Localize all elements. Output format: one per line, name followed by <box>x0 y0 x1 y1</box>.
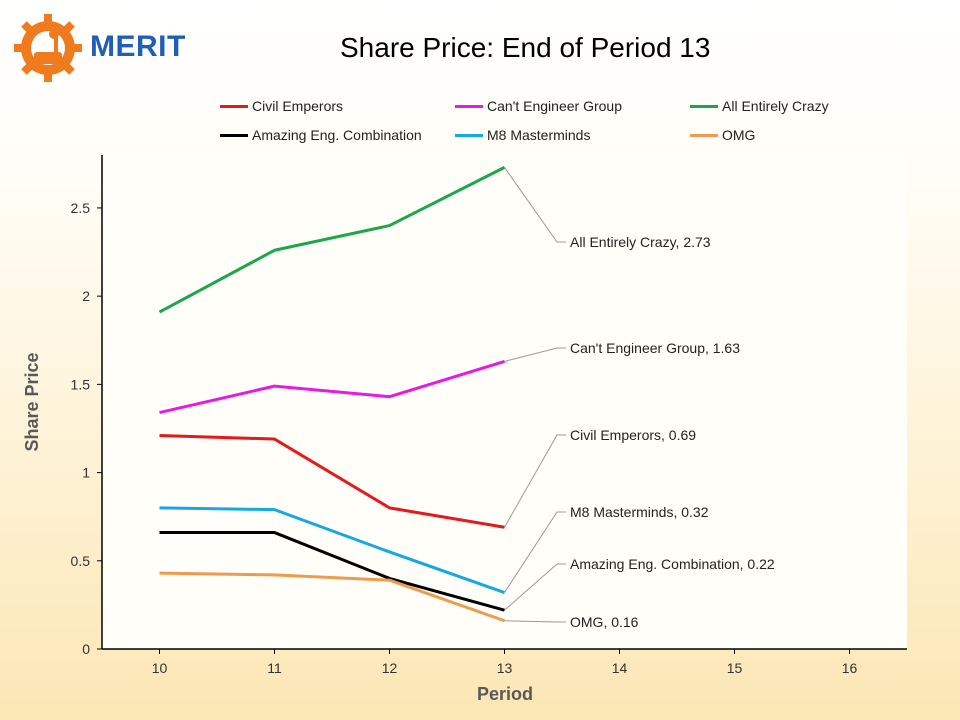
axis-ticks: 0 0.5 1 1.5 2 2.5 10 11 12 13 14 15 16 <box>71 200 858 676</box>
chart-legend: Civil Emperors Can't Engineer Group All … <box>220 95 920 150</box>
series-line-can-t-engineer-group <box>159 359 505 415</box>
legend-item-m8-masterminds: M8 Masterminds <box>455 127 590 143</box>
legend-label: Can't Engineer Group <box>487 98 622 114</box>
legend-label: Civil Emperors <box>252 98 344 114</box>
series-lines <box>158 166 506 623</box>
y-tick-label: 1 <box>82 465 90 481</box>
x-tick-label: 10 <box>152 660 168 676</box>
leader-line-all-entirely-crazy <box>504 167 566 243</box>
x-tick-label: 13 <box>497 660 513 676</box>
brand-name: MERIT <box>90 30 186 63</box>
legend-swatch <box>690 104 718 108</box>
legend-item-cant-engineer-group: Can't Engineer Group <box>455 98 622 114</box>
data-label-m8-masterminds: M8 Masterminds, 0.32 <box>570 504 709 520</box>
gear-icon <box>14 14 82 82</box>
y-tick-label: 1.5 <box>71 376 91 392</box>
legend-item-amazing-eng-combination: Amazing Eng. Combination <box>220 127 422 143</box>
data-label-civil-emperors: Civil Emperors, 0.69 <box>570 427 696 443</box>
legend-swatch <box>455 104 483 108</box>
plot-area <box>102 155 907 649</box>
y-tick-label: 0.5 <box>71 553 91 569</box>
x-tick-label: 15 <box>727 660 743 676</box>
leader-line-can-t-engineer-group <box>504 347 566 362</box>
data-label-all-entirely-crazy: All Entirely Crazy, 2.73 <box>570 234 711 250</box>
data-label-amazing-eng-combination: Amazing Eng. Combination, 0.22 <box>570 556 775 572</box>
legend-swatch <box>690 133 718 137</box>
legend-label: Amazing Eng. Combination <box>252 127 422 143</box>
data-label-omg: OMG, 0.16 <box>570 614 639 630</box>
leader-line-omg <box>504 620 566 623</box>
y-tick-label: 2 <box>82 288 90 304</box>
legend-swatch <box>220 104 248 108</box>
series-line-amazing-eng-combination <box>159 531 505 612</box>
legend-swatch <box>220 133 248 137</box>
chart-title: Share Price: End of Period 13 <box>340 32 711 63</box>
leader-line-amazing-eng-combination <box>504 563 566 611</box>
annotations: All Entirely Crazy, 2.73 Can't Engineer G… <box>570 234 775 630</box>
legend-swatch <box>455 133 483 137</box>
x-tick-label: 11 <box>267 660 282 676</box>
x-tick-label: 14 <box>612 660 628 676</box>
legend-item-civil-emperors: Civil Emperors <box>220 98 343 114</box>
x-tick-label: 12 <box>382 660 398 676</box>
y-tick-label: 2.5 <box>71 200 91 216</box>
legend-label: M8 Masterminds <box>487 127 591 143</box>
legend-item-all-entirely-crazy: All Entirely Crazy <box>690 98 829 114</box>
annotation-leaders <box>504 167 566 623</box>
series-line-omg <box>159 571 505 623</box>
series-line-civil-emperors <box>159 434 505 529</box>
series-line-all-entirely-crazy <box>158 166 506 314</box>
y-axis-label: Share Price <box>22 352 42 451</box>
chart-axes <box>101 155 907 650</box>
x-tick-label: 16 <box>842 660 858 676</box>
data-label-can-t-engineer-group: Can't Engineer Group, 1.63 <box>570 340 740 356</box>
leader-line-civil-emperors <box>504 434 566 528</box>
legend-label: All Entirely Crazy <box>722 98 829 114</box>
leader-line-m8-masterminds <box>504 511 566 593</box>
x-axis-label: Period <box>477 684 533 704</box>
series-line-m8-masterminds <box>159 506 505 594</box>
legend-item-omg: OMG <box>690 127 755 143</box>
y-tick-label: 0 <box>82 641 90 657</box>
legend-label: OMG <box>722 127 756 143</box>
merit-logo <box>14 14 82 82</box>
